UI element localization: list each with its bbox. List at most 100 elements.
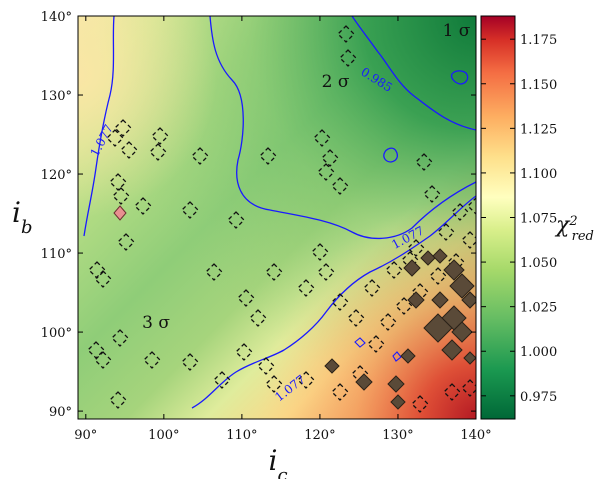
dashed-marker [367,335,385,353]
y-tick-label: 140° [41,10,72,25]
y-tick-label: 110° [41,247,72,262]
colorbar-tick-label: 1.075 [520,212,557,227]
y-tick-label: 130° [41,89,72,104]
dashed-marker [411,395,429,413]
highlight-marker [113,205,127,221]
dashed-marker [259,147,277,165]
contour-island-right [450,70,469,85]
filled-marker [451,321,473,343]
colorbar-tick-label: 1.025 [520,301,557,316]
filled-marker [461,291,476,309]
dashed-marker [415,153,433,171]
dashed-marker [311,243,329,261]
dashed-marker [227,211,245,229]
contour-3-sigma-lower-boundary [191,195,476,409]
contour-2-sigma-boundary [209,16,476,240]
plot-frame [77,15,477,420]
dashed-marker [313,129,331,147]
filled-marker [324,358,340,374]
filled-marker [387,375,405,393]
dashed-marker [347,309,365,327]
y-axis: 90° 100° 110° 120° 130° 140° [41,10,476,420]
region-label: 2 σ [322,72,350,92]
dashed-marker [461,379,476,397]
filled-marker [423,313,453,343]
dashed-marker [143,351,161,369]
dashed-marker [467,197,476,215]
heatmap-red-corner [78,16,476,419]
dashed-marker [297,371,315,389]
filled-markers [324,248,476,410]
dashed-marker [437,223,455,241]
dashed-marker [87,341,105,359]
dashed-marker [117,233,135,251]
filled-marker [431,291,449,309]
dashed-marker [395,297,413,315]
dashed-marker [461,231,476,249]
dashed-marker [257,357,275,375]
filled-marker [403,259,421,277]
contour-island-small [354,337,366,348]
dashed-marker [297,279,315,297]
dashed-marker [213,371,231,389]
colorbar [480,15,516,420]
x-tick-label: 140° [460,428,491,443]
colorbar-tick-label: 1.100 [520,167,557,182]
colorbar-label: χ2 red [554,213,594,244]
dashed-marker [331,293,349,311]
dashed-marker [235,343,253,361]
dashed-marker [120,141,138,159]
heatmap-area [78,16,476,419]
x-tick-label: 130° [382,428,413,443]
dashed-marker [109,391,127,409]
dashed-markers [87,25,476,413]
contour-island-small-2 [392,351,402,362]
dashed-marker [111,329,129,347]
dashed-marker [337,25,355,43]
colorbar-tick-label: 1.150 [520,78,557,93]
dashed-marker [443,383,461,401]
filled-marker [407,291,425,309]
dashed-marker [321,149,339,167]
dashed-marker [205,263,223,281]
colorbar-tick-label: 1.125 [520,122,557,137]
filled-marker [390,394,406,410]
dashed-marker [106,129,124,147]
colorbar-tick-label: 1.000 [520,345,557,360]
colorbar-tick-label: 1.050 [520,256,557,271]
x-tick-label: 100° [148,428,179,443]
dashed-marker [379,313,397,331]
filled-marker [463,351,476,365]
dashed-marker [339,49,357,67]
dashed-marker [114,119,132,137]
filled-marker [355,373,373,391]
region-label: 3 σ [142,313,170,333]
dashed-marker [363,279,381,297]
dashed-marker [265,263,283,281]
dashed-marker [385,261,403,279]
x-tick-label: 120° [304,428,335,443]
contour-1-sigma-boundary [351,16,476,131]
x-axis: 90° 100° 110° 120° 130° 140° [74,16,492,443]
colorbar-ticks: 0.975 1.000 1.025 1.050 1.075 1.100 1.125 1.150… [481,33,557,405]
filled-marker [432,248,448,264]
dashed-marker [134,197,152,215]
x-tick-label: 110° [226,428,257,443]
dashed-marker [151,127,169,145]
dashed-marker [317,163,335,181]
dashed-marker [451,203,469,221]
dashed-marker [429,267,447,285]
dashed-marker [317,263,335,281]
region-label: 1 σ [443,21,471,41]
dashed-marker [181,353,199,371]
dashed-marker [181,201,199,219]
filled-marker [449,273,475,299]
contour-island-center [383,147,398,163]
dashed-marker [331,383,349,401]
dashed-marker [149,143,167,161]
dashed-marker [191,147,209,165]
dashed-marker [109,173,127,191]
filled-marker [400,348,416,364]
colorbar-tick-label: 0.975 [520,390,557,405]
